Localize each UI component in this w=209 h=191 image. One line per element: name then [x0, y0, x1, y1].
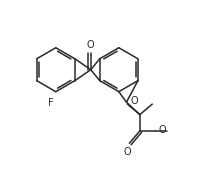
Text: O: O [130, 96, 138, 106]
Text: O: O [158, 125, 166, 135]
Text: F: F [48, 98, 54, 108]
Text: O: O [87, 40, 94, 50]
Text: O: O [124, 147, 132, 157]
